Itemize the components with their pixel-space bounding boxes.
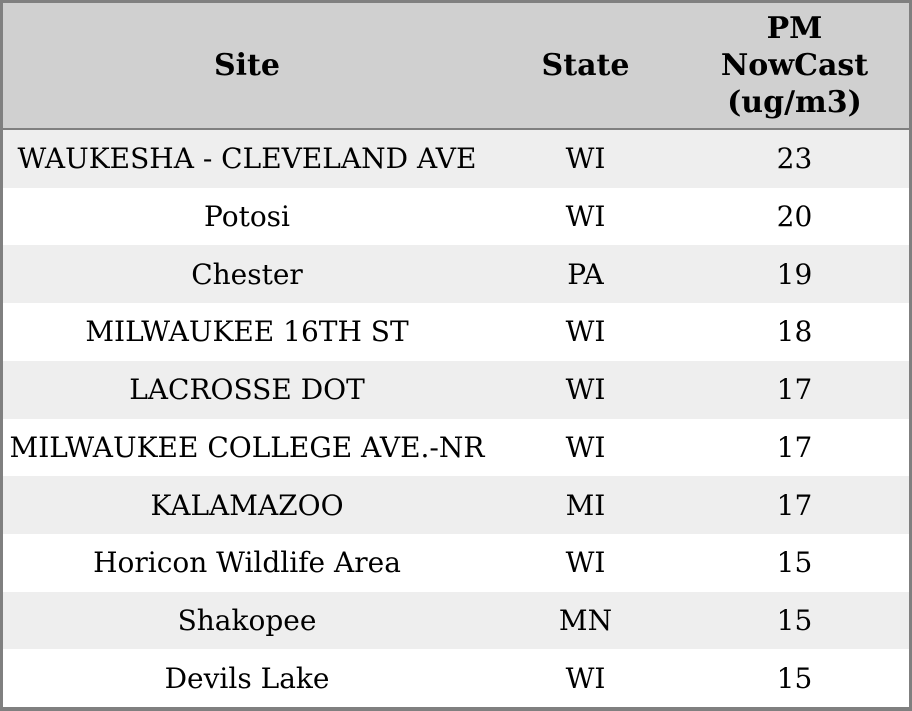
state-cell: MI [565, 488, 606, 522]
state-cell: PA [567, 257, 604, 291]
site-cell: LACROSSE DOT [129, 373, 365, 407]
site-cell: WAUKESHA - CLEVELAND AVE [17, 142, 477, 176]
pm-value-cell: 18 [776, 315, 813, 349]
site-cell: MILWAUKEE COLLEGE AVE.-NR [9, 430, 485, 464]
pm-value-cell: 17 [776, 488, 813, 522]
table-row: WAUKESHA - CLEVELAND AVE WI 23 [3, 130, 909, 188]
table-row: LACROSSE DOT WI 17 [3, 360, 909, 419]
state-cell: WI [565, 661, 606, 695]
col-header-pm-nowcast: PM NowCast (ug/m3) [680, 10, 909, 121]
table-row: KALAMAZOO MI 17 [3, 476, 909, 534]
table-row: Devils Lake WI 15 [3, 649, 909, 707]
site-cell: Horicon Wildlife Area [93, 546, 401, 580]
site-cell: Shakopee [177, 603, 317, 637]
table-header-row: Site State PM NowCast (ug/m3) [3, 3, 909, 130]
state-cell: WI [565, 430, 606, 464]
table-row: Shakopee MN 15 [3, 591, 909, 650]
col-header-site: Site [213, 48, 280, 83]
pm-value-cell: 17 [776, 373, 813, 407]
pm-value-cell: 19 [776, 257, 813, 291]
table-row: Potosi WI 20 [3, 187, 909, 246]
pm-value-cell: 17 [776, 430, 813, 464]
site-cell: MILWAUKEE 16TH ST [85, 315, 409, 349]
state-cell: WI [565, 373, 606, 407]
site-cell: Potosi [204, 200, 290, 234]
table-row: MILWAUKEE COLLEGE AVE.-NR WI 17 [3, 418, 909, 477]
col-header-state: State [541, 48, 630, 83]
pm-value-cell: 15 [776, 603, 813, 637]
pm-header-line-1: PM [766, 11, 823, 46]
table-row: MILWAUKEE 16TH ST WI 18 [3, 303, 909, 361]
table-body: WAUKESHA - CLEVELAND AVE WI 23 Potosi WI… [3, 130, 909, 707]
table-row: Horicon Wildlife Area WI 15 [3, 533, 909, 592]
pm-value-cell: 15 [776, 661, 813, 695]
table-row: Chester PA 19 [3, 245, 909, 304]
state-cell: WI [565, 546, 606, 580]
site-cell: Chester [191, 257, 303, 291]
pm-header-line-2: NowCast [720, 48, 869, 83]
state-cell: MN [558, 603, 613, 637]
pm-value-cell: 15 [776, 546, 813, 580]
site-cell: KALAMAZOO [150, 488, 344, 522]
state-cell: WI [565, 142, 606, 176]
state-cell: WI [565, 315, 606, 349]
pm-value-cell: 23 [776, 142, 813, 176]
site-cell: Devils Lake [164, 661, 330, 695]
pm-value-cell: 20 [776, 200, 813, 234]
state-cell: WI [565, 200, 606, 234]
pm-header-line-3: (ug/m3) [727, 85, 862, 120]
